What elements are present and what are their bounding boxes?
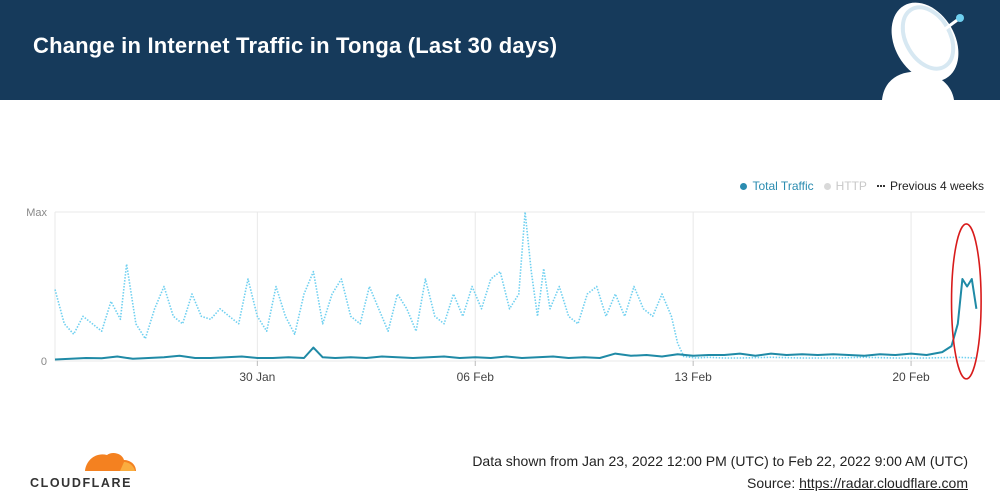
series-line-previous-4-weeks — [54, 211, 977, 359]
logo-wordmark: CLOUDFLARE — [30, 476, 132, 490]
y-tick-label: Max — [26, 207, 47, 219]
legend-label-http: HTTP — [835, 179, 867, 193]
source-link[interactable]: https://radar.cloudflare.com — [799, 475, 968, 491]
y-tick-label: 0 — [41, 356, 47, 368]
legend-item-http[interactable]: HTTP — [823, 179, 867, 193]
satellite-dish-icon — [882, 2, 964, 100]
legend-dot-icon — [740, 182, 748, 190]
header-banner: Change in Internet Traffic in Tonga (Las… — [0, 0, 1000, 100]
source-label: Source: — [746, 475, 800, 491]
x-tick-label: 06 Feb — [457, 370, 495, 384]
legend-dot-icon — [823, 182, 831, 190]
traffic-chart: Max 0 30 Jan 06 Feb 13 Feb 20 Feb — [26, 207, 985, 384]
annotation-ellipse — [950, 223, 982, 380]
chart-legend: Total Traffic HTTP Previous 4 weeks — [740, 179, 984, 193]
x-tick-label: 20 Feb — [892, 370, 930, 384]
data-range-caption: Data shown from Jan 23, 2022 12:00 PM (U… — [472, 453, 968, 469]
legend-item-previous[interactable]: Previous 4 weeks — [876, 179, 984, 193]
page-title: Change in Internet Traffic in Tonga (Las… — [33, 33, 558, 58]
source-caption: Source: https://radar.cloudflare.com — [747, 475, 968, 491]
cloudflare-logo: CLOUDFLARE — [30, 452, 136, 490]
legend-label-total: Total Traffic — [752, 179, 814, 193]
series-line-total-traffic — [54, 278, 978, 361]
x-tick-label: 30 Jan — [239, 370, 275, 384]
legend-label-previous: Previous 4 weeks — [889, 179, 984, 193]
legend-item-total[interactable]: Total Traffic — [740, 179, 814, 193]
x-tick-label: 13 Feb — [674, 370, 712, 384]
legend-dotted-line-icon — [876, 185, 885, 187]
